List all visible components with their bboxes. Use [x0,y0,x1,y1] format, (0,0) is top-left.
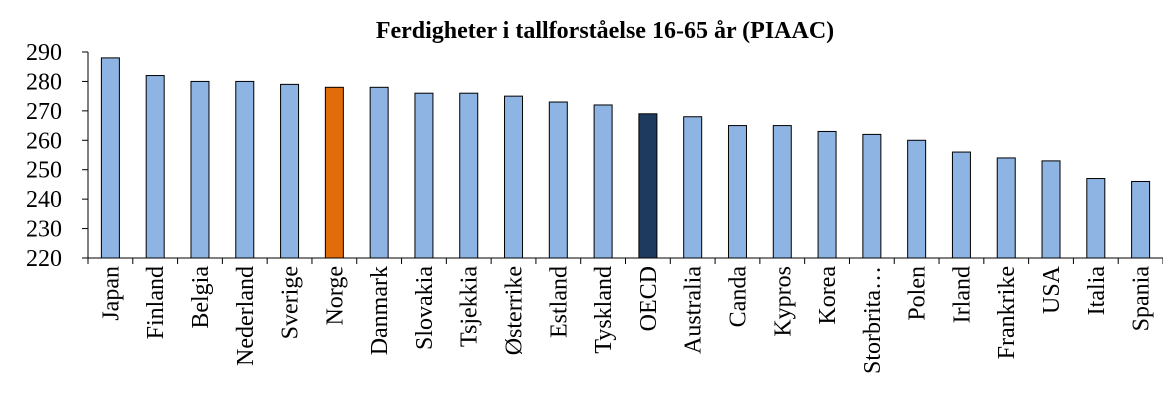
x-tick-label: Korea [815,266,841,325]
y-tick-label: 220 [26,246,62,272]
bar [907,139,927,259]
bar [1131,180,1151,259]
x-tick-label: Storbrita… [860,266,886,374]
x-tick-label: Irland [949,266,975,323]
x-tick-label: Finland [143,266,169,339]
x-tick-label: Italia [1084,266,1110,316]
y-tick-label: 230 [26,217,62,243]
y-tick-label: 280 [26,69,62,95]
bar [459,92,479,259]
bar [1041,160,1061,259]
bar [817,130,837,259]
chart-title: Ferdigheter i tallforståelse 16-65 år (P… [376,18,834,44]
x-tick-label: Tyskland [591,266,617,354]
bar [324,86,344,259]
y-tick-label: 250 [26,158,62,184]
x-tick-label: OECD [636,266,662,331]
y-tick-label: 270 [26,99,62,125]
bar [1086,178,1106,259]
x-tick-label: Danmark [367,266,393,355]
x-tick-label: Slovakia [412,266,438,350]
bar [280,83,300,259]
x-tick-label: Tsjekkia [457,266,483,347]
x-tick-label: Spania [1129,266,1155,332]
bar [235,80,255,259]
bar [996,157,1016,259]
x-tick-label: Nederland [233,266,259,366]
bar [100,57,120,259]
x-tick-label: USA [1039,265,1065,314]
bar [727,125,747,259]
bar [951,151,971,259]
x-tick-label: Belgia [188,266,214,329]
bar [862,133,882,259]
x-tick-label: Estland [546,266,572,338]
bar [504,95,524,259]
y-tick-label: 260 [26,128,62,154]
bar [772,125,792,259]
y-tick-label: 290 [26,40,62,66]
bar [638,113,658,259]
bar [683,116,703,259]
bar [548,101,568,259]
x-tick-label: Østerrike [502,266,528,355]
x-tick-label: Frankrike [994,266,1020,359]
bar [593,104,613,259]
x-tick-label: Norge [322,266,348,326]
y-tick-label: 240 [26,187,62,213]
x-tick-label: Japan [98,266,124,321]
x-tick-label: Kypros [770,266,796,337]
x-tick-label: Canda [725,266,751,328]
x-tick-label: Sverige [278,266,304,339]
bar [145,75,165,259]
bar [190,80,210,259]
x-tick-label: Australia [681,266,707,354]
x-tick-label: Polen [905,266,931,321]
bar [414,92,434,259]
bar [369,86,389,259]
